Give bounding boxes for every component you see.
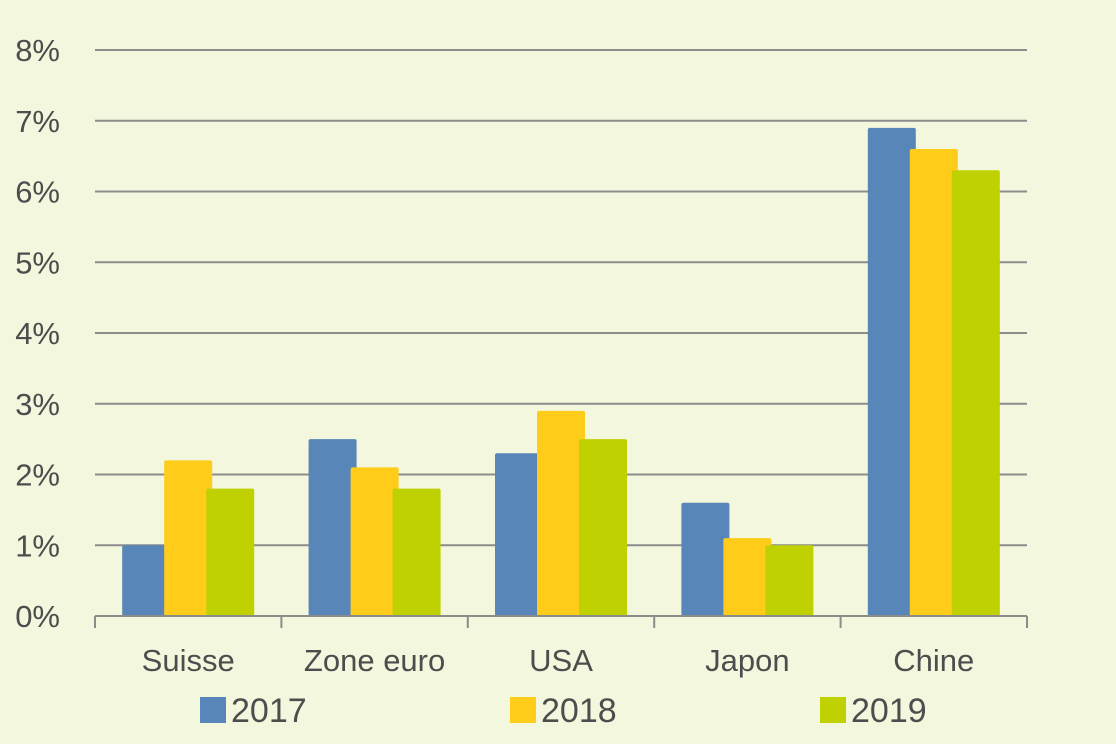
bar-2017-zone-euro: [308, 439, 357, 616]
x-category-label: USA: [529, 643, 593, 678]
bar-2018-zone-euro: [350, 467, 399, 616]
legend: 2017 2018 2019: [200, 692, 927, 730]
gridlines: [95, 49, 1027, 547]
bar-2019-chine: [951, 170, 1000, 616]
bar-2018-suisse: [164, 460, 213, 616]
y-tick-label: 1%: [15, 528, 60, 563]
bar-2017-usa: [495, 453, 543, 616]
bar-2018-usa: [537, 410, 585, 616]
y-tick-label: 3%: [15, 387, 60, 422]
bar-2018-chine: [909, 149, 958, 617]
legend-label: 2018: [541, 692, 617, 730]
bar-2017-chine: [867, 127, 916, 616]
y-tick-label: 8%: [15, 33, 60, 68]
legend-label: 2019: [851, 692, 927, 730]
bar-2019-usa: [579, 439, 627, 616]
x-category-label: Japon: [705, 643, 789, 678]
x-category-label: Zone euro: [304, 643, 445, 678]
y-tick-label: 6%: [15, 175, 60, 210]
bar-2019-suisse: [206, 488, 255, 616]
y-tick-label: 0%: [15, 599, 60, 634]
legend-swatch: [200, 697, 226, 723]
legend-swatch: [510, 697, 536, 723]
legend-label: 2017: [231, 692, 307, 730]
y-tick-label: 5%: [15, 245, 60, 280]
x-category-label: Chine: [893, 643, 974, 678]
bar-2017-japon: [681, 502, 730, 616]
y-tick-label: 7%: [15, 104, 60, 139]
x-category-label: Suisse: [142, 643, 235, 678]
bar-2019-japon: [765, 545, 814, 616]
bar-2018-japon: [723, 538, 772, 616]
bar-2019-zone-euro: [392, 488, 441, 616]
bars: [122, 127, 1000, 617]
bar-2017-suisse: [122, 545, 171, 616]
x-axis: Suisse Zone euro USA Japon Chine: [94, 615, 1028, 678]
y-tick-label: 4%: [15, 316, 60, 351]
y-axis-ticks: 0% 1% 2% 3% 4% 5% 6% 7% 8%: [15, 33, 60, 634]
y-tick-label: 2%: [15, 458, 60, 493]
legend-swatch: [820, 697, 846, 723]
